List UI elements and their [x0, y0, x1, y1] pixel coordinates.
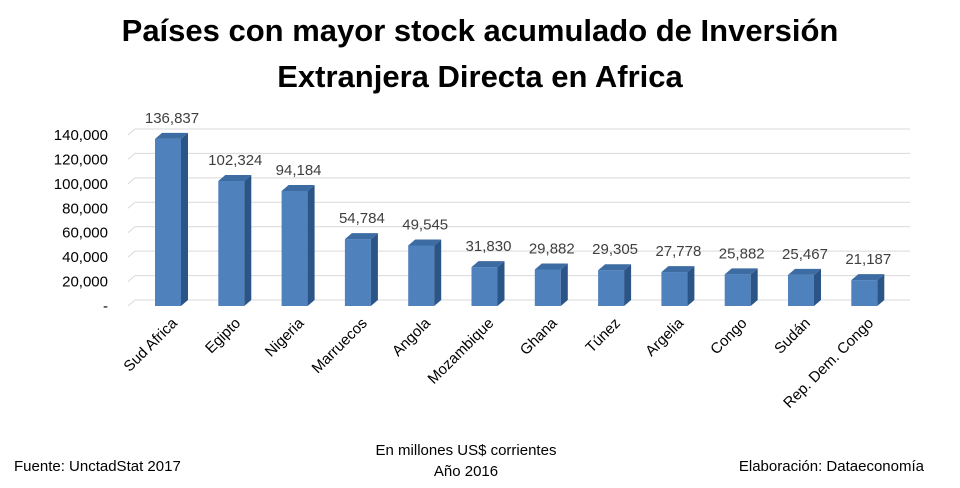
- bar: [724, 274, 751, 306]
- data-label: 136,837: [145, 110, 199, 127]
- source-note: Fuente: UnctadStat 2017: [14, 458, 181, 475]
- y-tick-label: -: [103, 298, 108, 315]
- bar: [534, 269, 561, 306]
- data-label: 102,324: [208, 152, 262, 169]
- x-tick-label: Argelia: [642, 314, 688, 360]
- y-tick-label: 40,000: [62, 249, 108, 266]
- gridline-depth: [127, 299, 136, 307]
- bar-top: [281, 184, 315, 191]
- gridline-depth: [127, 177, 136, 185]
- data-label: 21,187: [845, 251, 891, 268]
- bar: [851, 280, 878, 306]
- bar-top: [408, 239, 442, 246]
- y-tick-label: 80,000: [62, 200, 108, 217]
- units-label: En millones US$ corrientes: [375, 442, 557, 459]
- y-tick-label: 60,000: [62, 225, 108, 242]
- y-tick-label: 140,000: [54, 127, 108, 144]
- bar-side: [497, 261, 505, 306]
- bar-top: [155, 132, 188, 139]
- bar: [788, 274, 814, 306]
- x-tick-label: Angola: [389, 314, 435, 360]
- bar-side: [181, 132, 188, 306]
- bar-side: [814, 268, 821, 306]
- bar-side: [687, 266, 695, 306]
- gridline-depth: [127, 153, 136, 160]
- bar: [471, 267, 498, 306]
- bar-side: [434, 239, 442, 306]
- bar-top: [724, 268, 758, 275]
- x-tick-label: Nigeria: [262, 314, 308, 360]
- x-tick-label: Ghana: [517, 314, 561, 358]
- bar-top: [344, 233, 378, 240]
- bar-side: [370, 233, 378, 306]
- x-tick-label: Mozambique: [425, 315, 498, 388]
- x-tick-label: Túnez: [582, 315, 624, 357]
- bar-side: [560, 263, 568, 306]
- x-tick-label: Sudán: [771, 315, 814, 358]
- bar-top: [661, 266, 695, 273]
- gridline-depth: [127, 201, 136, 209]
- bar: [218, 181, 245, 306]
- y-tick-label: 20,000: [62, 274, 108, 291]
- bar-top: [598, 264, 632, 271]
- bar: [344, 239, 371, 306]
- data-label: 29,882: [529, 241, 575, 258]
- bar-side: [624, 264, 632, 306]
- bar-top: [851, 274, 885, 281]
- units-note: En millones US$ corrientes Año 2016: [316, 440, 616, 482]
- data-label: 25,882: [719, 245, 765, 262]
- gridline-depth: [127, 275, 136, 282]
- year-label: Año 2016: [433, 463, 499, 480]
- chart-title: Países con mayor stock acumulado de Inve…: [0, 8, 960, 100]
- y-tick-label: 100,000: [54, 176, 108, 193]
- bar-top: [788, 268, 821, 275]
- gridline-depth: [127, 128, 136, 136]
- data-label: 25,467: [782, 246, 828, 263]
- x-tick-label: Sud Africa: [120, 314, 181, 375]
- bar: [281, 190, 308, 306]
- chart-title-line-2: Extranjera Directa en Africa: [277, 59, 683, 94]
- credit-note: Elaboración: Dataeconomía: [738, 458, 924, 475]
- bar: [661, 272, 688, 306]
- data-label: 27,778: [655, 243, 701, 260]
- bar: [408, 245, 435, 306]
- bar-side: [244, 175, 252, 306]
- data-label: 31,830: [466, 238, 512, 255]
- gridline-depth: [127, 226, 136, 234]
- bar: [155, 138, 181, 306]
- bar-top: [471, 261, 505, 268]
- data-label: 29,305: [592, 241, 638, 258]
- x-tick-label: Congo: [707, 315, 750, 358]
- data-label: 94,184: [276, 162, 322, 179]
- bar-side: [750, 268, 758, 306]
- data-label: 49,545: [402, 216, 448, 233]
- x-tick-label: Egipto: [202, 315, 244, 357]
- bar-side: [877, 274, 885, 306]
- chart-title-line-1: Países con mayor stock acumulado de Inve…: [121, 13, 839, 48]
- bar: [598, 270, 625, 306]
- x-tick-label: Marruecos: [309, 315, 371, 377]
- gridline-depth: [127, 250, 136, 258]
- bar-side: [307, 184, 315, 306]
- bar-top: [218, 175, 252, 182]
- bar-top: [534, 263, 568, 270]
- data-label: 54,784: [339, 210, 385, 227]
- y-tick-label: 120,000: [54, 151, 108, 168]
